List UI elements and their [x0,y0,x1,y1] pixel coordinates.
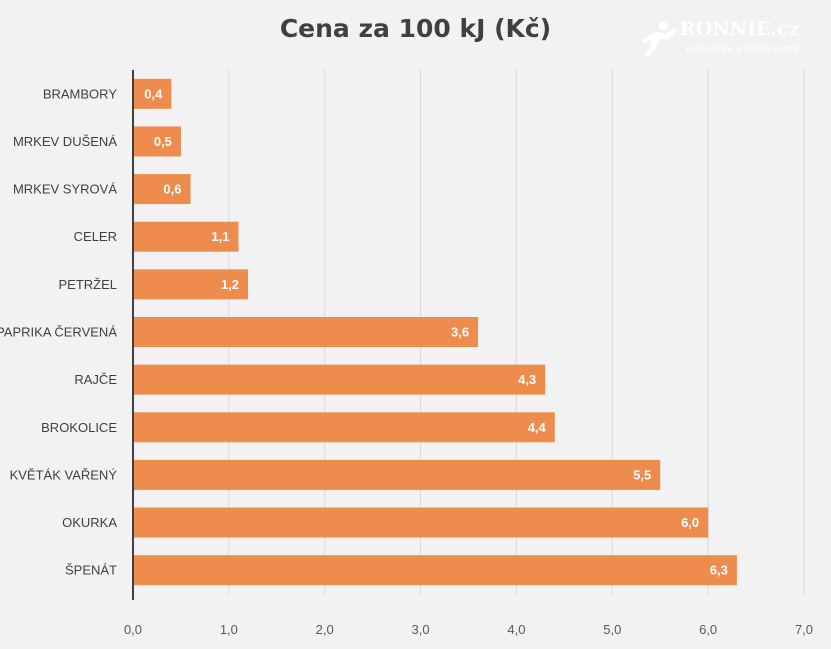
data-label: 6,0 [681,515,699,530]
x-tick-label: 4,0 [507,622,525,637]
data-label: 4,4 [528,420,547,435]
category-label: MRKEV DUŠENÁ [13,134,117,149]
x-tick-label: 6,0 [699,622,717,637]
category-label: BROKOLICE [41,420,117,435]
x-tick-label: 3,0 [412,622,430,637]
athlete-icon [642,21,677,58]
data-label: 4,3 [518,372,536,387]
category-label: RAJČE [74,372,117,387]
data-label: 6,3 [710,563,728,578]
bar [133,459,661,490]
logo-tagline: kulturistika a silové sporty [686,44,800,55]
bar [133,507,709,538]
bar [133,317,479,347]
ronnie-logo: RONNIE.cz kulturistika a silové sporty [636,14,824,64]
data-label: 1,1 [211,229,229,244]
bar [133,174,191,205]
bar [133,364,546,395]
x-tick-label: 0,0 [124,622,142,637]
x-tick-label: 7,0 [795,622,813,637]
category-label: KVĚTÁK VAŘENÝ [10,467,118,482]
x-tick-label: 2,0 [316,622,334,637]
category-label: PETRŽEL [58,277,117,292]
bar [133,555,737,586]
category-label: CELER [74,229,117,244]
bar [133,269,249,300]
data-label: 0,6 [163,182,181,197]
x-tick-label: 5,0 [603,622,621,637]
data-label: 3,6 [451,325,469,340]
category-label: MRKEV SYROVÁ [13,182,117,197]
category-label: ŠPENÁT [65,563,117,578]
bar [133,412,555,443]
bar [133,221,239,252]
data-label: 1,2 [221,277,239,292]
chart-title: Cena za 100 kJ (Kč) [279,14,552,43]
category-label: PAPRIKA ČERVENÁ [0,325,117,340]
bar [133,126,181,157]
category-label: BRAMBORY [43,86,117,101]
bar [133,78,172,109]
data-label: 0,4 [144,86,163,101]
logo-brand-text: RONNIE.cz [680,18,800,40]
x-tick-label: 1,0 [220,622,238,637]
data-label: 0,5 [154,134,172,149]
category-label: OKURKA [62,515,117,530]
data-label: 5,5 [633,467,651,482]
